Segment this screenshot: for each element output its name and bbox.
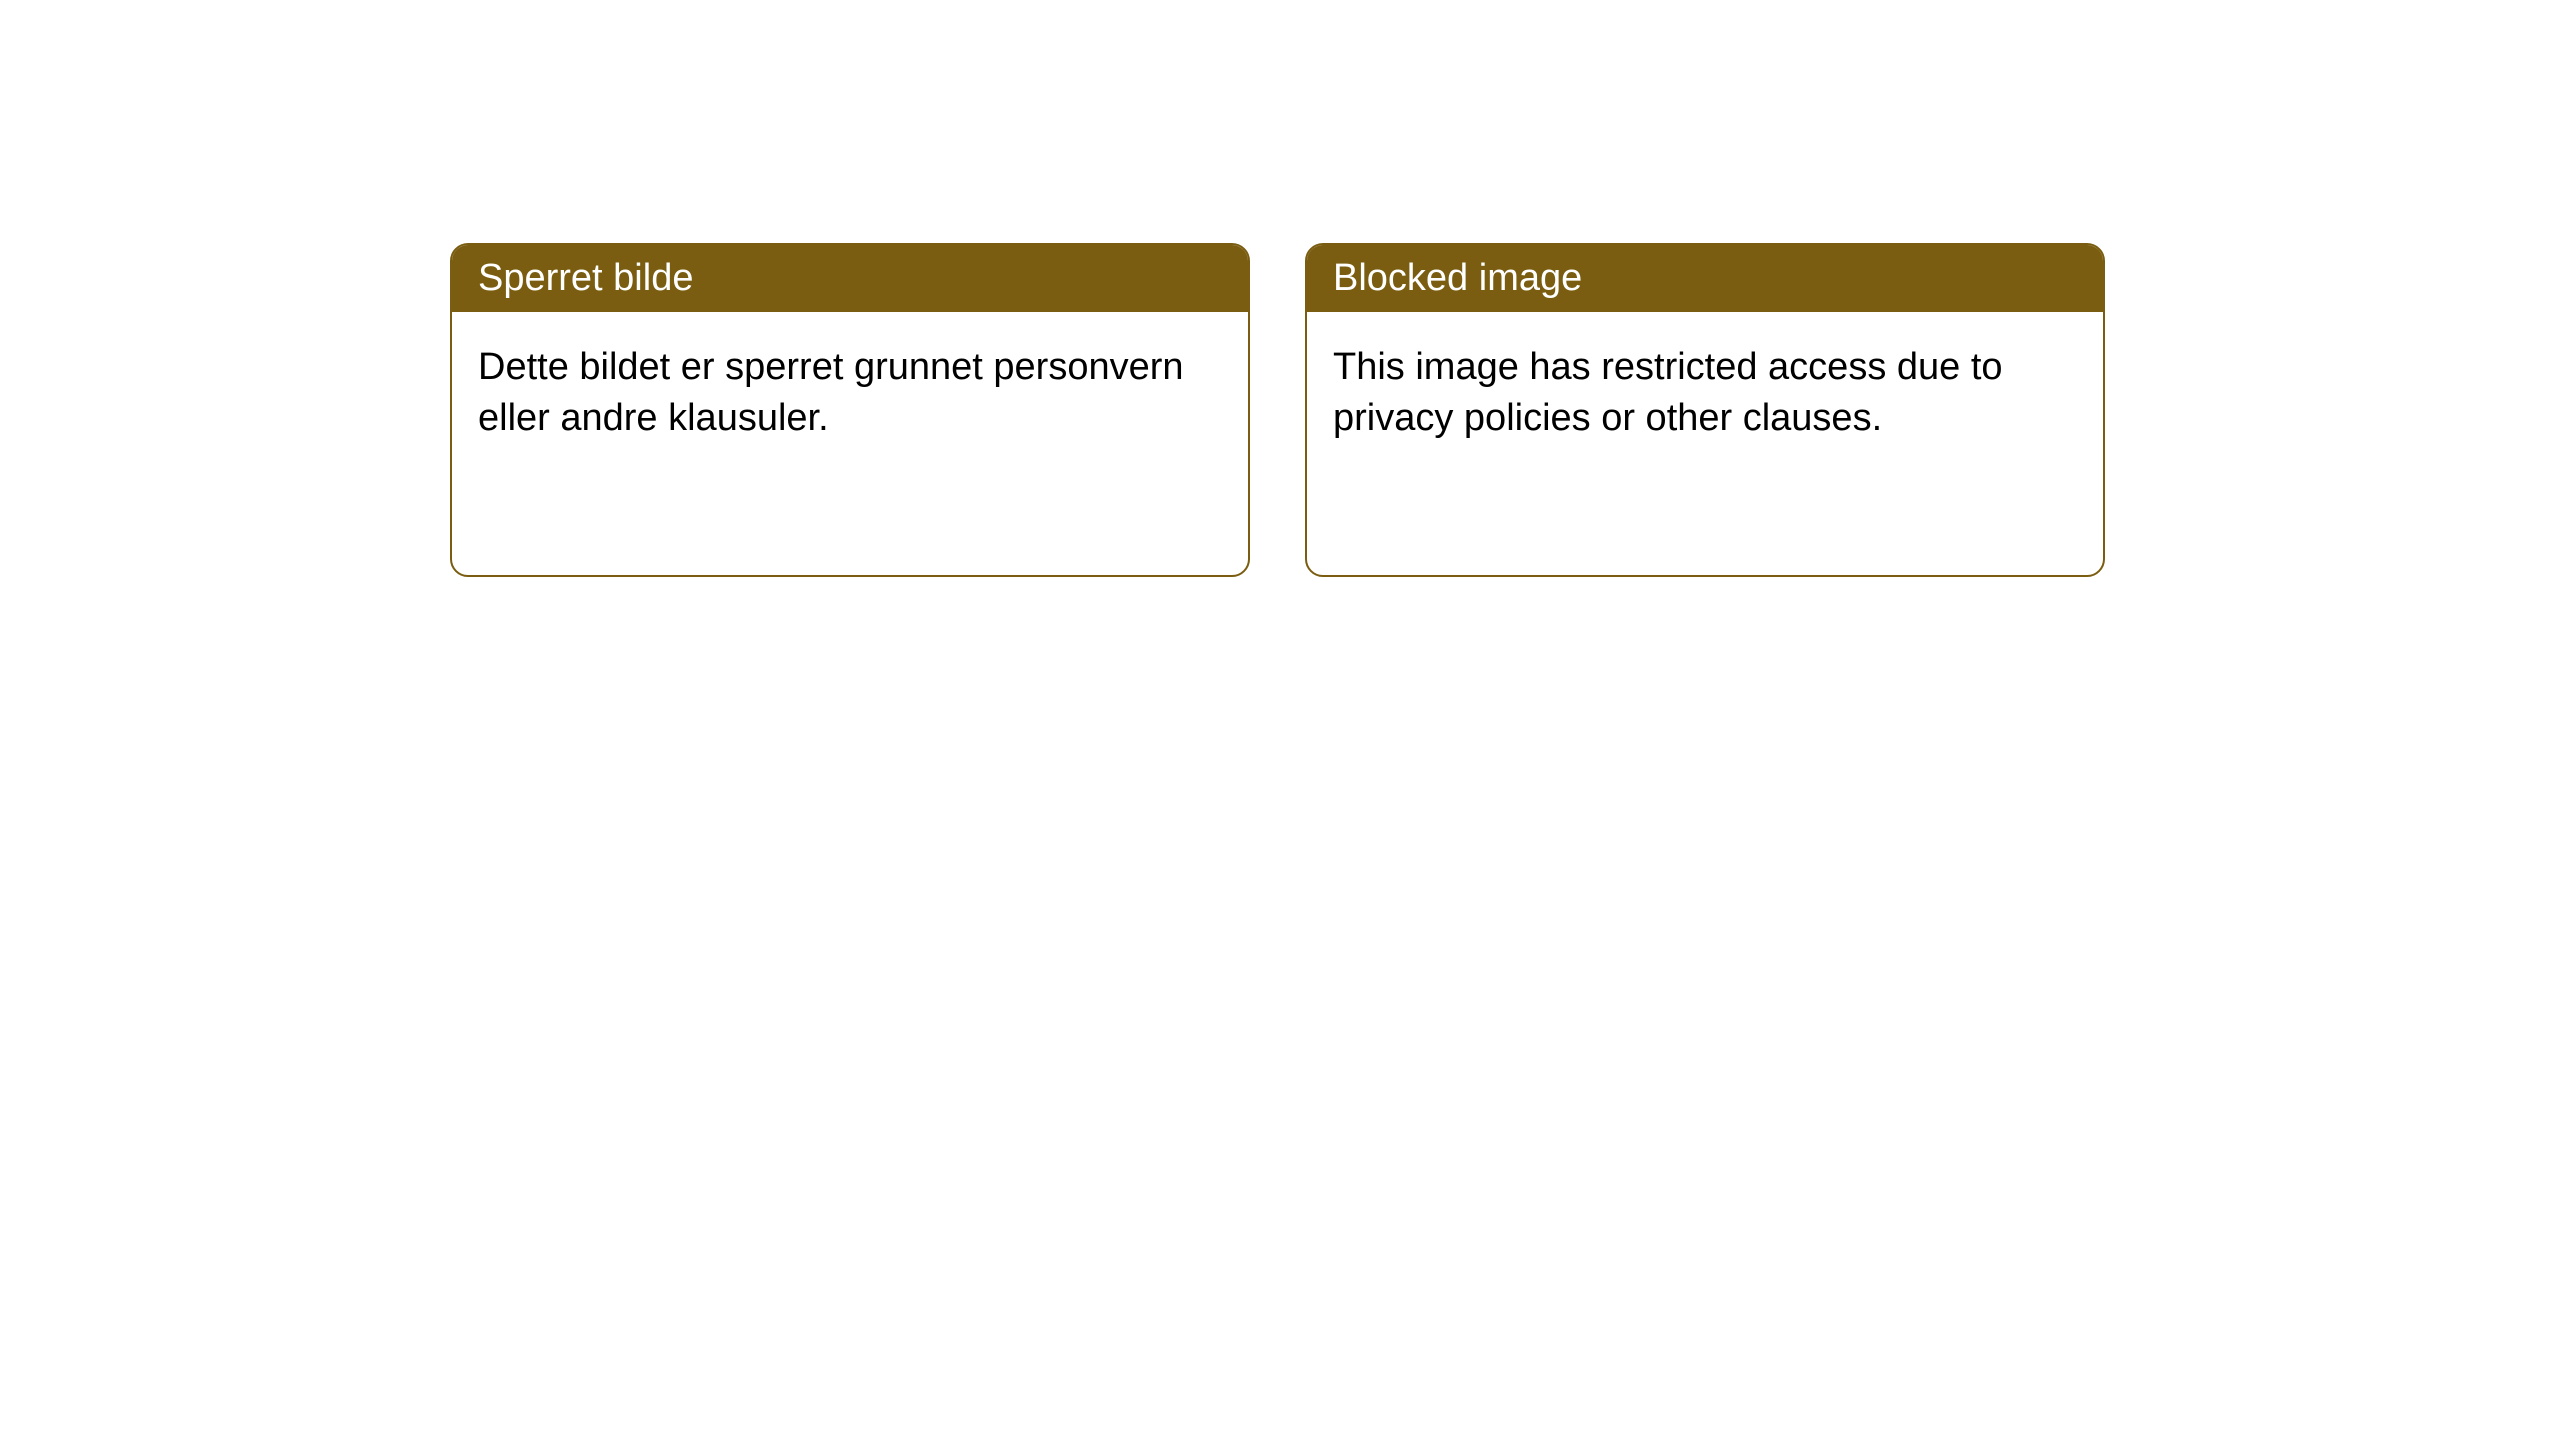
notice-card-norwegian: Sperret bilde Dette bildet er sperret gr… [450,243,1250,577]
card-body: This image has restricted access due to … [1307,312,2103,475]
notice-card-english: Blocked image This image has restricted … [1305,243,2105,577]
card-title: Blocked image [1333,257,1582,299]
card-body-text: Dette bildet er sperret grunnet personve… [478,346,1184,439]
card-title: Sperret bilde [478,257,693,299]
notice-container: Sperret bilde Dette bildet er sperret gr… [0,0,2560,577]
card-body-text: This image has restricted access due to … [1333,346,2003,439]
card-header: Sperret bilde [452,245,1248,312]
card-header: Blocked image [1307,245,2103,312]
card-body: Dette bildet er sperret grunnet personve… [452,312,1248,475]
